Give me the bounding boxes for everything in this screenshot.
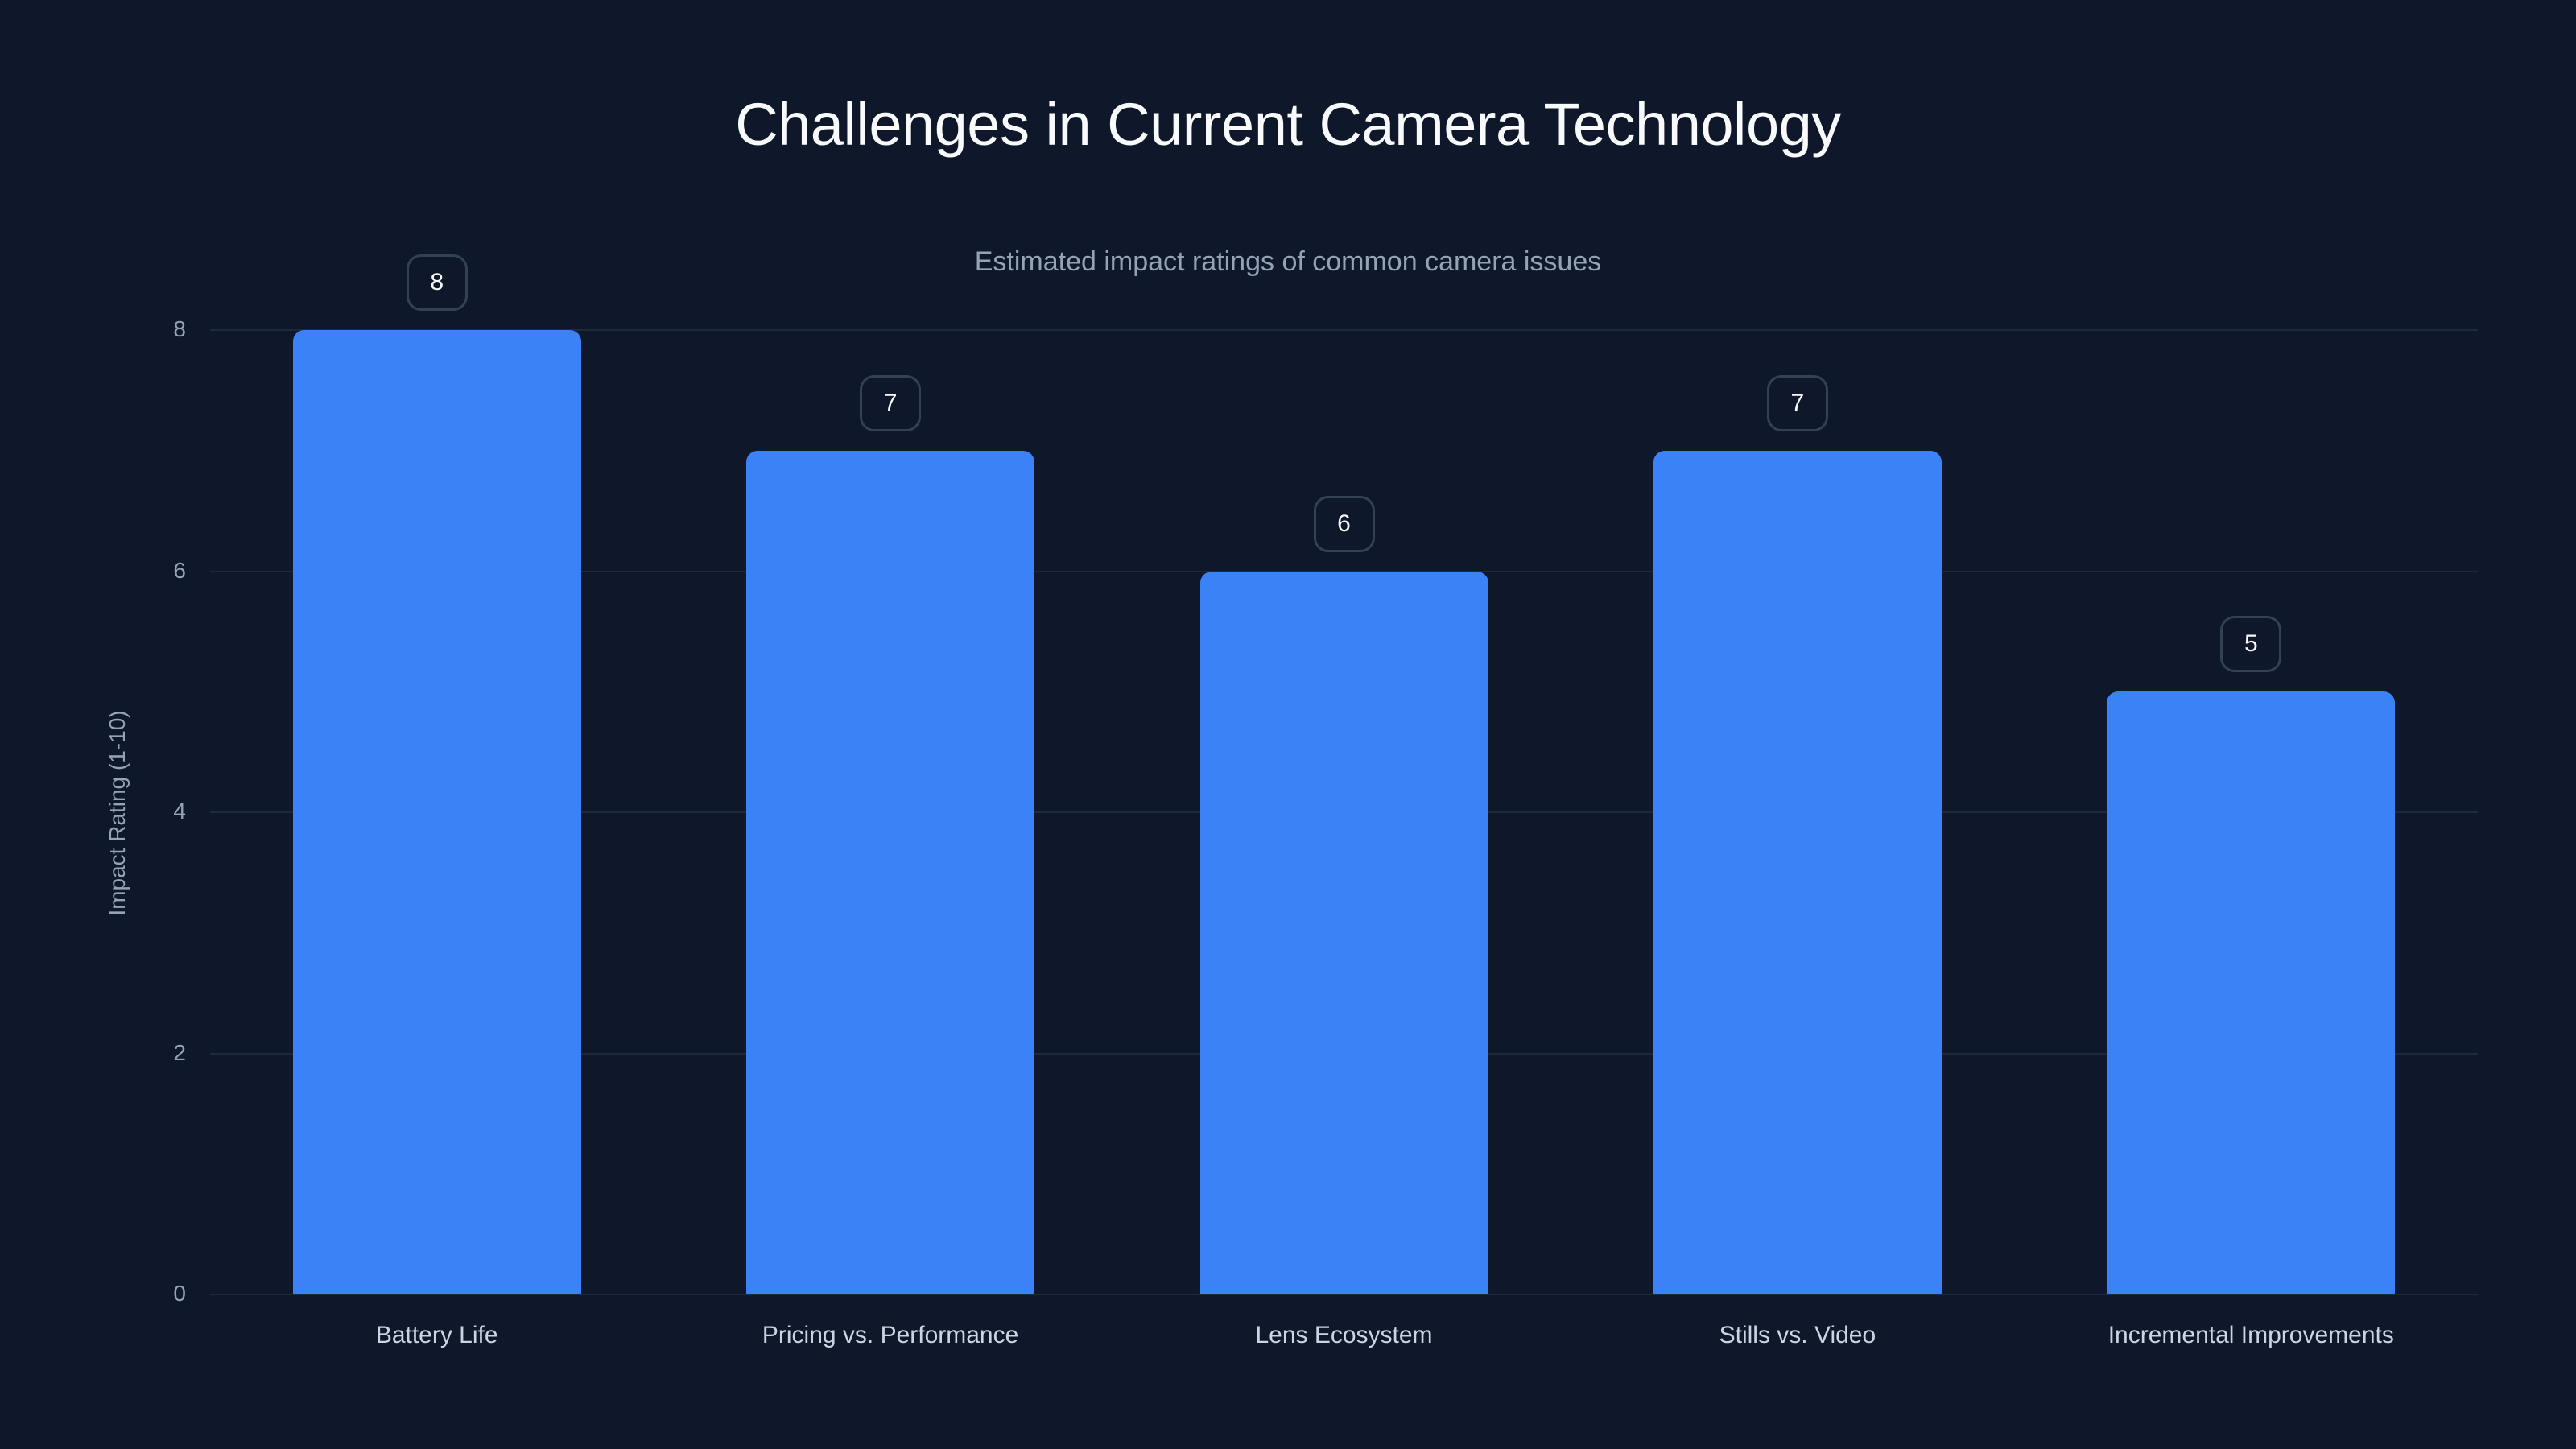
- y-tick-label: 6: [173, 557, 186, 583]
- y-tick-label: 8: [173, 316, 186, 341]
- bar[interactable]: [746, 450, 1035, 1294]
- gridline: [210, 329, 2478, 331]
- chart-subtitle: Estimated impact ratings of common camer…: [974, 246, 1602, 277]
- value-label: 6: [1313, 495, 1375, 552]
- plot-area: 8 7 6 7 5: [210, 254, 2478, 1295]
- x-tick-label: Lens Ecosystem: [1255, 1322, 1433, 1348]
- bar[interactable]: [1199, 571, 1488, 1294]
- x-tick-label: Incremental Improvements: [2107, 1322, 2394, 1348]
- bar[interactable]: [2107, 691, 2396, 1294]
- chart-title: Challenges in Current Camera Technology: [735, 91, 1841, 158]
- y-tick-label: 4: [173, 799, 186, 824]
- bar[interactable]: [292, 330, 581, 1294]
- value-label: 7: [860, 374, 922, 431]
- gridline: [210, 1294, 2478, 1295]
- value-label: 7: [1766, 374, 1828, 431]
- y-tick-label: 2: [173, 1039, 186, 1065]
- value-label: 8: [406, 254, 468, 311]
- value-label: 5: [2220, 616, 2282, 673]
- x-tick-label: Battery Life: [375, 1322, 498, 1348]
- x-tick-label: Pricing vs. Performance: [762, 1322, 1019, 1348]
- bar[interactable]: [1653, 450, 1942, 1294]
- x-tick-label: Stills vs. Video: [1719, 1322, 1876, 1348]
- y-tick-label: 0: [173, 1281, 186, 1306]
